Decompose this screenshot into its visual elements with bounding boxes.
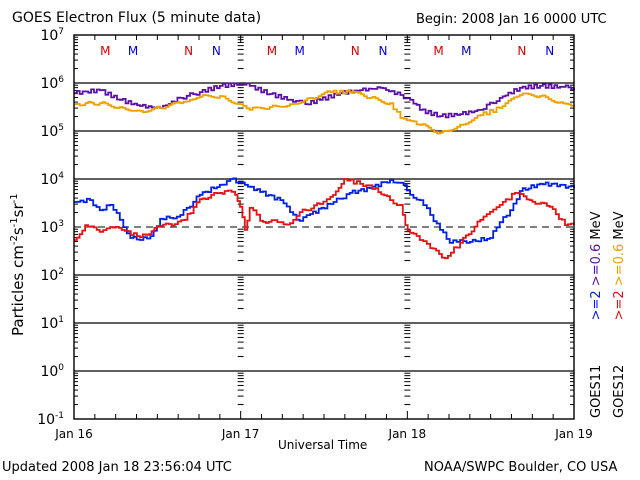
y-tick-exp: 6 [58,75,64,85]
legend-goes12: GOES12 >=2 >=0.6 MeV [612,211,627,418]
y-tick-exp: 1 [58,315,64,325]
credit-text: NOAA/SWPC Boulder, CO USA [424,460,618,475]
x-axis-label: Universal Time [278,438,368,452]
y-label-part: sr [9,203,27,218]
local-time-marker: N [212,44,221,58]
y-tick-exp: 3 [58,219,64,229]
series-line [74,177,575,244]
series-line [74,89,575,135]
legend-satellite: GOES11 [589,364,604,418]
y-tick-base: 10 [40,124,58,140]
x-tick-label: Jan 19 [554,427,593,441]
y-label-exp: -1 [9,217,20,228]
y-tick-label: 105 [40,123,64,140]
y-tick-exp: 2 [58,267,64,277]
y-label-part: Particles cm [9,245,27,336]
local-time-marker: M [433,44,443,58]
local-time-marker: N [379,44,388,58]
series-line [74,178,575,260]
chart-title: GOES Electron Flux (5 minute data) [12,10,262,26]
legend-high-energy: >=2 [589,290,604,321]
plot-frame [73,34,575,420]
local-time-marker: N [184,44,193,58]
y-tick-exp: 7 [58,27,64,37]
legend-unit: MeV [589,211,604,240]
y-tick-label: 107 [40,27,64,44]
y-tick-base: 10 [40,28,58,44]
local-time-marker: M [267,44,277,58]
local-time-marker: N [545,44,554,58]
local-time-marker: M [100,44,110,58]
y-tick-base: 10 [40,268,58,284]
legend-satellite: GOES12 [612,364,627,418]
y-tick-exp: 5 [58,123,64,133]
y-label-part: s [9,227,27,236]
y-tick-base: 10 [37,412,55,428]
begin-label: Begin: 2008 Jan 16 0000 UTC [416,12,607,27]
data-series [73,82,575,260]
local-time-marker: N [517,44,526,58]
y-label-exp: -1 [9,193,20,204]
y-tick-base: 10 [40,76,58,92]
y-tick-label: 10-1 [37,411,64,428]
x-tick-labels: Jan 16 Jan 17 Jan 18 Jan 19 [54,427,593,441]
updated-timestamp: Updated 2008 Jan 18 23:56:04 UTC [2,460,232,475]
y-tick-label: 103 [40,219,64,236]
y-tick-label: 106 [40,75,64,92]
x-tick-label: Jan 16 [54,427,93,441]
y-tick-label: 102 [40,267,64,284]
y-tick-exp: -1 [55,411,64,421]
x-tick-label: Jan 17 [221,427,260,441]
series-3 [73,178,575,260]
y-tick-base: 10 [40,316,58,332]
legend-unit: MeV [612,211,627,240]
y-tick-exp: 4 [58,171,64,181]
local-time-marker: N [351,44,360,58]
local-time-marker: M [128,44,138,58]
y-tick-base: 10 [40,364,58,380]
local-time-marker: M [295,44,305,58]
local-time-marker: M [461,44,471,58]
y-tick-label: 100 [40,363,64,380]
y-tick-label: 104 [40,171,64,188]
legend-high-energy: >=2 [612,290,627,321]
y-tick-base: 10 [40,172,58,188]
y-tick-label: 101 [40,315,64,332]
y-tick-exp: 0 [58,363,64,373]
y-axis-label: Particles cm-2s-1sr-1 [8,193,27,336]
legend-goes11: GOES11 >=2 >=0.6 MeV [589,211,604,418]
legend-low-energy: >=0.6 [612,243,627,287]
y-label-exp: -2 [9,235,20,246]
x-tick-label: Jan 18 [388,427,427,441]
legend-low-energy: >=0.6 [589,243,604,287]
gridlines [74,82,574,372]
y-tick-base: 10 [40,220,58,236]
